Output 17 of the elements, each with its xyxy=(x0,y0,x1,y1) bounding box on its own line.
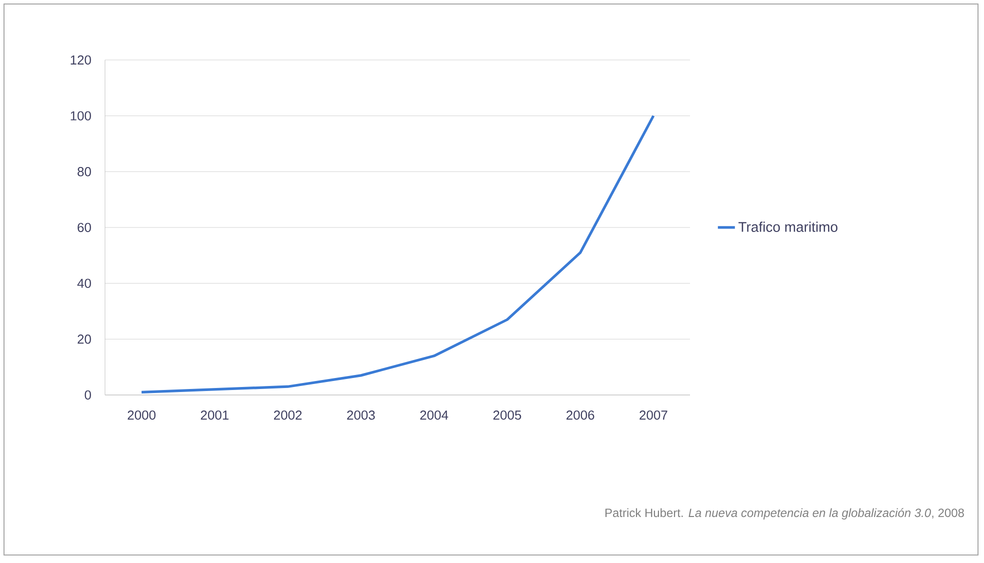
x-tick-label: 2005 xyxy=(493,410,522,420)
y-tick-label: 40 xyxy=(77,278,91,288)
y-tick-label: 60 xyxy=(78,222,91,232)
x-tick-label: 2001 xyxy=(200,410,229,420)
x-tick-label: 2002 xyxy=(274,410,302,420)
y-tick-label: 20 xyxy=(78,334,91,344)
y-tick-label: 120 xyxy=(70,55,91,65)
y-tick-label: 80 xyxy=(78,167,91,176)
x-tick-label: 2006 xyxy=(566,410,594,420)
y-tick-label: 0 xyxy=(84,390,91,400)
x-tick-label: 2000 xyxy=(128,410,156,420)
text: Patrick Hubert. La nueva competencia en la globalización 3.0, 2008 xyxy=(605,508,964,520)
x-tick-label: 2004 xyxy=(420,410,448,420)
x-tick-label: 2003 xyxy=(347,410,375,420)
legend-label: Trafico maritimo xyxy=(738,222,838,232)
x-tick-label: 2007 xyxy=(640,410,668,420)
y-tick-label: 100 xyxy=(70,111,91,120)
